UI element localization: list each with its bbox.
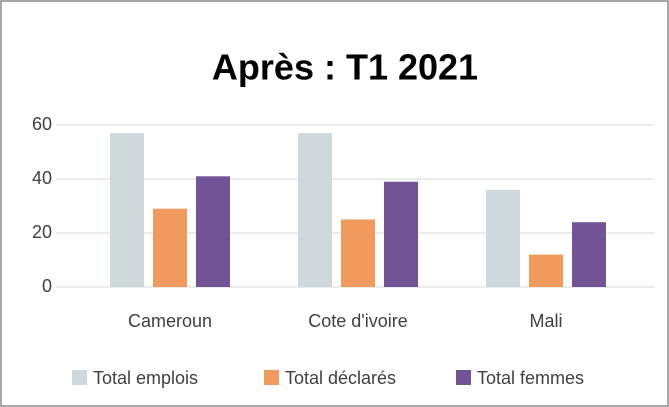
- bar: [298, 133, 332, 287]
- x-tick-label: Cameroun: [128, 311, 212, 331]
- bar: [196, 176, 230, 287]
- legend-label: Total femmes: [477, 368, 584, 388]
- y-tick-label: 40: [32, 168, 52, 188]
- bar: [529, 254, 563, 287]
- bar: [110, 133, 144, 287]
- bar: [486, 189, 520, 287]
- legend-label: Total emplois: [93, 368, 198, 388]
- y-tick-label: 20: [32, 222, 52, 242]
- legend-swatch: [264, 370, 279, 385]
- bar: [572, 222, 606, 287]
- y-tick-label: 60: [32, 114, 52, 134]
- legend-swatch: [72, 370, 87, 385]
- legend-label: Total déclarés: [285, 368, 396, 388]
- bar: [153, 208, 187, 287]
- bar: [341, 219, 375, 287]
- y-tick-label: 0: [42, 276, 52, 296]
- legend-swatch: [456, 370, 471, 385]
- bar: [384, 181, 418, 287]
- chart-title: Après : T1 2021: [212, 47, 478, 88]
- x-tick-label: Cote d'ivoire: [308, 311, 407, 331]
- x-tick-label: Mali: [529, 311, 562, 331]
